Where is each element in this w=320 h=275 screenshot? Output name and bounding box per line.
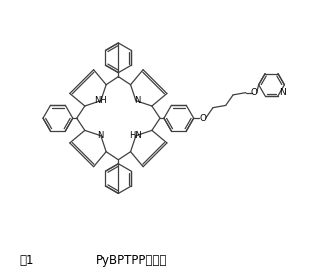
- Text: NH: NH: [94, 96, 107, 105]
- Text: N: N: [134, 96, 140, 105]
- Text: HN: HN: [130, 131, 142, 140]
- Text: O: O: [250, 88, 257, 97]
- Text: 图1: 图1: [19, 254, 34, 267]
- Text: N: N: [280, 88, 286, 97]
- Text: PyBPTPP的结构: PyBPTPP的结构: [96, 254, 167, 267]
- Text: N: N: [97, 131, 103, 140]
- Text: O: O: [199, 114, 206, 123]
